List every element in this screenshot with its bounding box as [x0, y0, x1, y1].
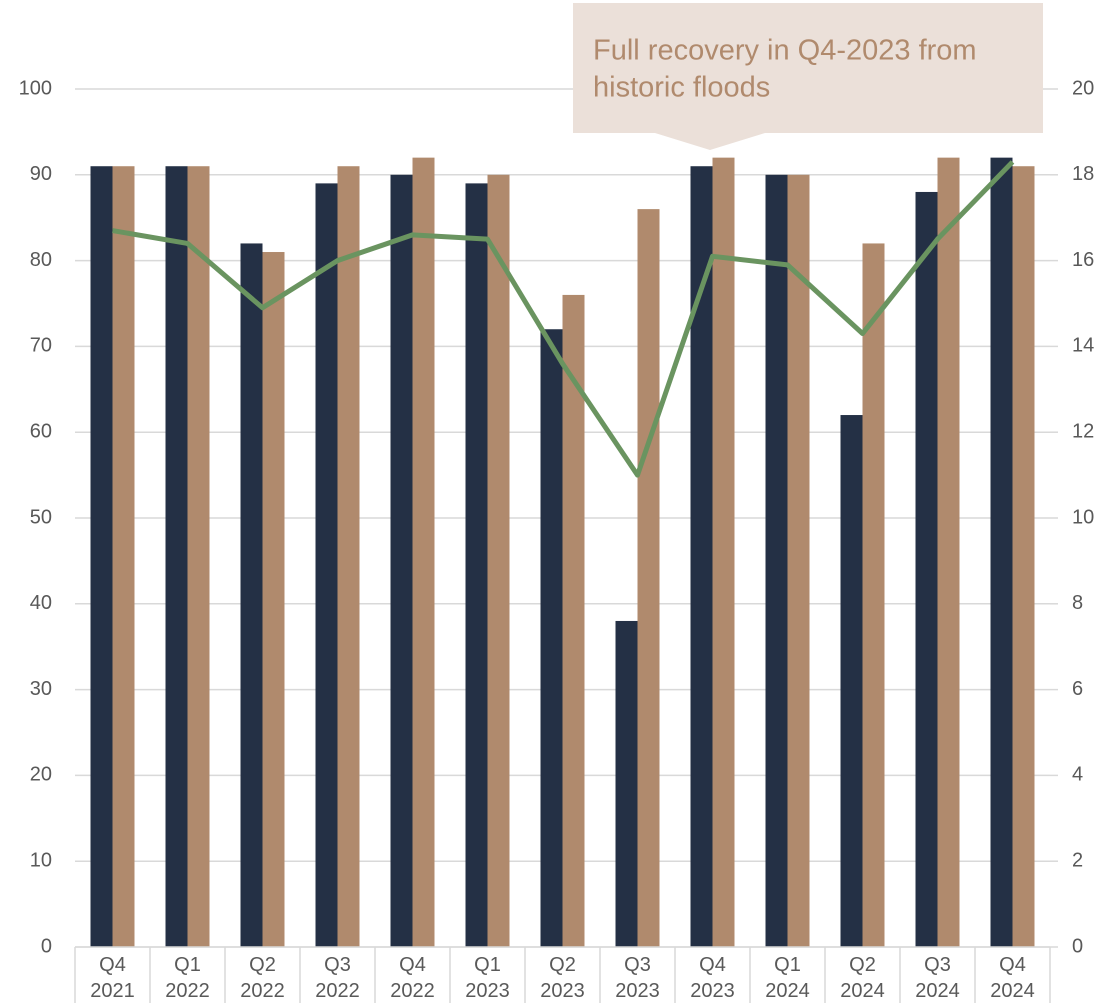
- y-tick-label: 10: [30, 849, 52, 871]
- x-tick-label: Q2 2024: [840, 954, 885, 1002]
- bar: [840, 415, 863, 947]
- y2-tick-label: 18: [1072, 163, 1094, 185]
- y-tick-label: 60: [30, 420, 52, 442]
- bar: [487, 174, 510, 948]
- line: [112, 160, 1015, 478]
- x-tick-label: Q1 2022: [165, 954, 210, 1002]
- bar: [390, 174, 413, 948]
- x-tick-label: Q1 2024: [765, 954, 810, 1002]
- bar: [690, 166, 713, 948]
- y-tick-label: 50: [30, 506, 52, 528]
- y2-tick-label: 14: [1072, 335, 1094, 357]
- bar: [615, 620, 638, 947]
- bar: [465, 183, 488, 947]
- y-tick-label: 80: [30, 249, 52, 271]
- x-tick-label: Q1 2023: [465, 954, 510, 1002]
- bar: [787, 174, 810, 948]
- bar: [262, 252, 285, 947]
- x-tick-label: Q4 2023: [690, 954, 735, 1002]
- bar: [187, 166, 210, 948]
- bar: [112, 166, 135, 948]
- y-tick-label: 90: [30, 163, 52, 185]
- bar: [990, 157, 1013, 947]
- x-tick-label: Q4 2024: [990, 954, 1035, 1002]
- y-tick-label: 30: [30, 678, 52, 700]
- bar: [712, 157, 735, 947]
- y-tick-label: 40: [30, 592, 52, 614]
- bar: [165, 166, 188, 948]
- x-tick-label: Q4 2021: [90, 954, 135, 1002]
- y2-tick-label: 12: [1072, 420, 1094, 442]
- y-tick-label: 70: [30, 335, 52, 357]
- annotation-text: Full recovery in Q4-2023 from: [593, 35, 977, 67]
- bar: [765, 174, 788, 948]
- x-tick-label: Q3 2023: [615, 954, 660, 1002]
- x-tick-label: Q2 2022: [240, 954, 285, 1002]
- annotation: Full recovery in Q4-2023 from historic f…: [573, 3, 1043, 150]
- x-tick-label: Q3 2024: [915, 954, 960, 1002]
- y2-tick-label: 10: [1072, 506, 1094, 528]
- y-tick-label: 20: [30, 764, 52, 786]
- bar: [862, 243, 885, 947]
- y-tick-label: 100: [19, 77, 52, 99]
- annotation-box: [573, 3, 1043, 150]
- y-tick-label: 0: [41, 935, 52, 957]
- bar: [412, 157, 435, 947]
- bar: [90, 166, 113, 948]
- x-tick-label: Q2 2023: [540, 954, 585, 1002]
- y2-tick-label: 6: [1072, 678, 1083, 700]
- bar: [240, 243, 263, 947]
- x-tick-label: Q4 2022: [390, 954, 435, 1002]
- bar: [637, 209, 660, 947]
- bar: [562, 294, 585, 947]
- bar: [315, 183, 338, 947]
- y2-tick-label: 16: [1072, 249, 1094, 271]
- x-tick-label: Q3 2022: [315, 954, 360, 1002]
- bar: [915, 191, 938, 947]
- bar: [937, 157, 960, 947]
- annotation-text: historic floods: [593, 72, 770, 104]
- bar: [337, 166, 360, 948]
- y2-tick-label: 20: [1072, 77, 1094, 99]
- y2-tick-label: 4: [1072, 764, 1083, 786]
- bar: [1012, 166, 1035, 948]
- y2-tick-label: 0: [1072, 935, 1083, 957]
- bar: [540, 329, 563, 947]
- y2-tick-label: 2: [1072, 849, 1083, 871]
- y2-tick-label: 8: [1072, 592, 1083, 614]
